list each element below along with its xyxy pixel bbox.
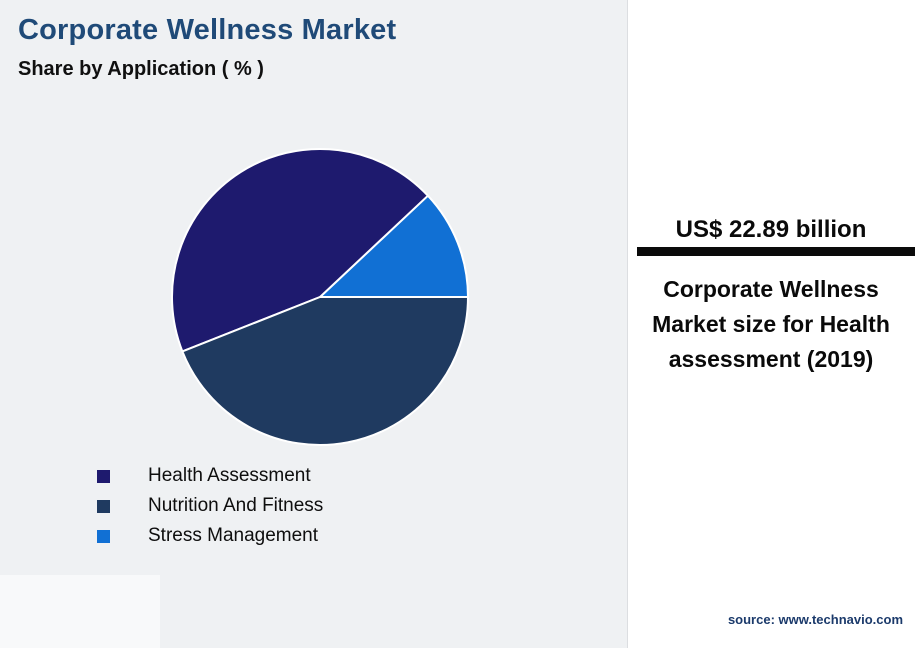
legend-item: Health Assessment (97, 461, 323, 491)
callout-description: Corporate Wellness Market size for Healt… (652, 276, 890, 372)
legend-swatch-nutrition-and-fitness (97, 499, 110, 513)
legend-label: Stress Management (148, 525, 319, 546)
legend-swatch-health-assessment (97, 469, 110, 483)
chart-legend: Health Assessment Nutrition And Fitness … (97, 461, 323, 551)
callout-value: US$ 22.89 billion (675, 216, 867, 243)
pie-slice-health-assessment (171, 148, 429, 353)
divider-bar (637, 247, 915, 256)
pie-chart (171, 148, 469, 446)
page-subtitle: Share by Application ( % ) (18, 58, 264, 80)
pie-chart-container (170, 147, 470, 447)
page-title: Corporate Wellness Market (18, 14, 397, 46)
legend-label: Health Assessment (148, 465, 311, 486)
legend-swatch-stress-management (97, 529, 110, 543)
source-attribution: source: www.technavio.com (727, 612, 903, 627)
legend-label: Nutrition And Fitness (148, 495, 324, 516)
pie-slice-stress-management (319, 194, 469, 298)
decorative-box (0, 575, 160, 648)
callout-panel (627, 0, 915, 648)
legend-item: Stress Management (97, 521, 323, 551)
pie-slice-nutrition-and-fitness (181, 296, 469, 446)
legend-item: Nutrition And Fitness (97, 491, 323, 521)
